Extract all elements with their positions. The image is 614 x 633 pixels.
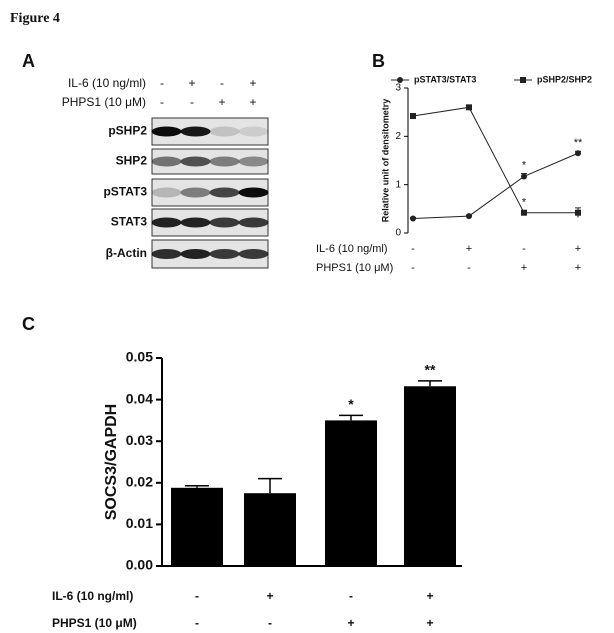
data-point — [466, 213, 472, 220]
significance: * — [348, 396, 354, 412]
y-tick-label: 0.02 — [126, 474, 153, 490]
condition-sign: + — [466, 243, 472, 255]
y-tick-label: 0 — [395, 228, 401, 239]
significance: ** — [425, 362, 436, 378]
legend-label: pSTAT3/STAT3 — [414, 74, 476, 84]
condition-sign: + — [575, 262, 581, 274]
blot-band — [180, 126, 211, 137]
legend-marker — [520, 77, 526, 83]
bar — [404, 386, 456, 566]
y-tick-label: 3 — [395, 83, 401, 94]
condition-sign: + — [426, 616, 433, 630]
y-tick-label: 0.04 — [126, 390, 153, 406]
blot-label: SHP2 — [116, 154, 148, 168]
y-tick-label: 2 — [395, 131, 401, 142]
blot-band — [238, 187, 269, 198]
condition-sign: - — [195, 589, 199, 603]
blot-band — [151, 126, 182, 137]
blot-band — [180, 249, 211, 259]
figure-title: Figure 4 — [10, 11, 60, 26]
condition-sign: + — [426, 589, 433, 603]
condition-sign: - — [522, 243, 526, 255]
condition-sign: + — [575, 243, 581, 255]
blot-band — [209, 156, 240, 167]
blot-band — [209, 217, 240, 228]
condition-sign: + — [249, 76, 256, 90]
blot-band — [180, 217, 211, 228]
y-axis-label: Relative unit of densitometry — [380, 99, 390, 223]
panel-label: B — [372, 51, 385, 71]
blot-band — [238, 126, 269, 137]
blot-band — [151, 249, 182, 259]
blot-band — [238, 249, 269, 259]
blot-label: pSTAT3 — [103, 185, 147, 199]
condition-sign: + — [347, 616, 354, 630]
condition-label: IL-6 (10 ng/ml) — [52, 589, 133, 603]
series-line — [412, 106, 578, 214]
condition-sign: + — [266, 589, 273, 603]
series-line — [412, 152, 579, 219]
data-point — [466, 104, 472, 111]
condition-sign: - — [467, 262, 471, 274]
blot-label: β-Actin — [106, 246, 147, 260]
data-point — [410, 215, 416, 222]
y-tick-label: 0.01 — [126, 515, 153, 531]
condition-label: IL-6 (10 ng/ml) — [68, 76, 146, 90]
y-tick-label: 0.03 — [126, 432, 153, 448]
condition-sign: - — [411, 262, 415, 274]
data-point — [521, 209, 527, 216]
panel-label: C — [22, 314, 35, 334]
condition-sign: + — [521, 262, 527, 274]
significance: * — [522, 159, 527, 171]
bar — [171, 487, 223, 566]
condition-sign: - — [195, 616, 199, 630]
data-point — [575, 209, 581, 216]
data-point — [410, 113, 416, 120]
y-axis-label: SOCS3/GAPDH — [103, 404, 120, 520]
condition-label: IL-6 (10 ng/ml) — [316, 243, 388, 255]
blot-band — [209, 126, 240, 137]
condition-sign: - — [190, 95, 194, 109]
blot-band — [238, 156, 269, 167]
blot-band — [209, 187, 240, 198]
bar — [244, 493, 296, 566]
condition-sign: - — [411, 243, 415, 255]
y-tick-label: 0.00 — [126, 557, 153, 573]
blot-band — [151, 187, 182, 198]
condition-sign: - — [160, 95, 164, 109]
panel-label: A — [22, 51, 35, 71]
legend-marker — [397, 77, 403, 83]
blot-band — [151, 217, 182, 228]
data-point — [575, 150, 581, 157]
condition-sign: + — [249, 95, 256, 109]
blot-band — [180, 156, 211, 167]
condition-label: PHPS1 (10 μM) — [52, 616, 137, 630]
data-point — [521, 173, 527, 180]
blot-band — [180, 187, 211, 198]
condition-label: PHPS1 (10 μM) — [316, 262, 393, 274]
condition-sign: + — [218, 95, 225, 109]
blot-label: pSHP2 — [108, 124, 147, 138]
significance: * — [522, 197, 527, 209]
blot-band — [209, 249, 240, 259]
condition-sign: - — [220, 76, 224, 90]
blot-band — [238, 217, 269, 228]
condition-sign: - — [349, 589, 353, 603]
bar — [325, 420, 377, 566]
legend-label: pSHP2/SHP2 — [537, 74, 592, 84]
y-tick-label: 0.05 — [126, 349, 153, 365]
blot-band — [151, 156, 182, 167]
condition-sign: - — [160, 76, 164, 90]
condition-label: PHPS1 (10 μM) — [62, 95, 146, 109]
condition-sign: - — [268, 616, 272, 630]
y-tick-label: 1 — [395, 179, 401, 190]
significance: ** — [574, 137, 583, 149]
condition-sign: + — [188, 76, 195, 90]
blot-label: STAT3 — [111, 215, 148, 229]
